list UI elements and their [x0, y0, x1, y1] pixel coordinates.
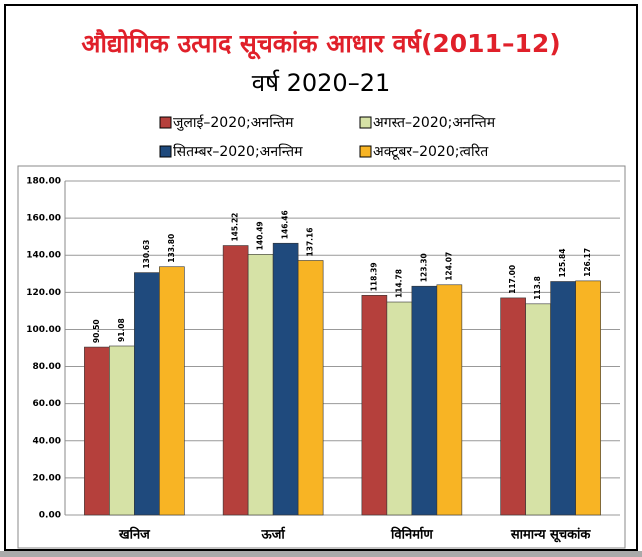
bar [436, 284, 463, 516]
legend-label: जुलाई–2020;अनन्तिम [173, 114, 294, 131]
bar [84, 346, 110, 516]
plot-frame [17, 165, 626, 549]
x-tick-label: सामान्य सूचकांक [510, 527, 592, 543]
y-tick-label: 20.00 [33, 473, 61, 483]
y-tick-label: 160.00 [26, 214, 61, 224]
y-tick-label: 0.00 [39, 511, 61, 521]
y-tick-label: 100.00 [26, 325, 61, 335]
bar [109, 345, 135, 516]
bar [575, 280, 601, 516]
legend-label: सितम्बर–2020;अनन्तिम [173, 143, 303, 160]
value-label: 118.39 [369, 262, 378, 291]
bar [159, 266, 185, 516]
y-tick-label: 180.00 [26, 177, 61, 187]
value-label: 137.16 [306, 228, 315, 257]
bar [272, 242, 299, 516]
bar [525, 303, 551, 516]
value-label: 145.22 [231, 213, 240, 242]
chart-title: औद्योगिक उत्पाद सूचकांक आधार वर्ष(2011–1… [81, 29, 560, 60]
bar [361, 295, 388, 516]
bar [222, 245, 249, 516]
value-label: 123.30 [419, 253, 428, 282]
frame [4, 4, 638, 551]
bar [247, 254, 274, 516]
value-label: 140.49 [256, 221, 265, 250]
y-tick-label: 120.00 [26, 288, 61, 298]
value-label: 117.00 [508, 265, 517, 294]
legend-swatch [159, 145, 172, 158]
bar [411, 285, 438, 516]
bar [500, 297, 526, 516]
value-label: 125.84 [558, 249, 567, 278]
x-tick-label: विनिर्माण [390, 527, 433, 543]
x-tick-label: खनिज [118, 527, 151, 543]
legend-swatch [359, 145, 372, 158]
y-tick-label: 140.00 [26, 251, 61, 261]
value-label: 113.8 [533, 276, 542, 300]
bar [134, 272, 160, 516]
value-label: 124.07 [444, 252, 453, 281]
y-tick-label: 60.00 [33, 399, 61, 409]
y-tick-label: 80.00 [33, 362, 61, 372]
value-label: 130.63 [142, 240, 151, 269]
value-label: 146.46 [281, 210, 290, 239]
value-label: 114.78 [394, 269, 403, 298]
chart-subtitle: वर्ष 2020–21 [252, 69, 390, 97]
bar [550, 281, 576, 516]
x-tick-label: ऊर्जा [261, 527, 286, 543]
legend-label: अक्टूबर–2020;त्वरित [373, 143, 489, 160]
legend-label: अगस्त–2020;अनन्तिम [373, 114, 496, 131]
bar [297, 260, 324, 516]
legend-swatch [159, 116, 172, 129]
value-label: 91.08 [117, 318, 126, 342]
y-tick-label: 40.00 [33, 436, 61, 446]
value-label: 90.50 [92, 319, 101, 343]
legend-swatch [359, 116, 372, 129]
bar [386, 301, 413, 516]
value-label: 133.80 [167, 234, 176, 263]
value-label: 126.17 [583, 248, 592, 277]
bottom-bar [0, 551, 642, 557]
